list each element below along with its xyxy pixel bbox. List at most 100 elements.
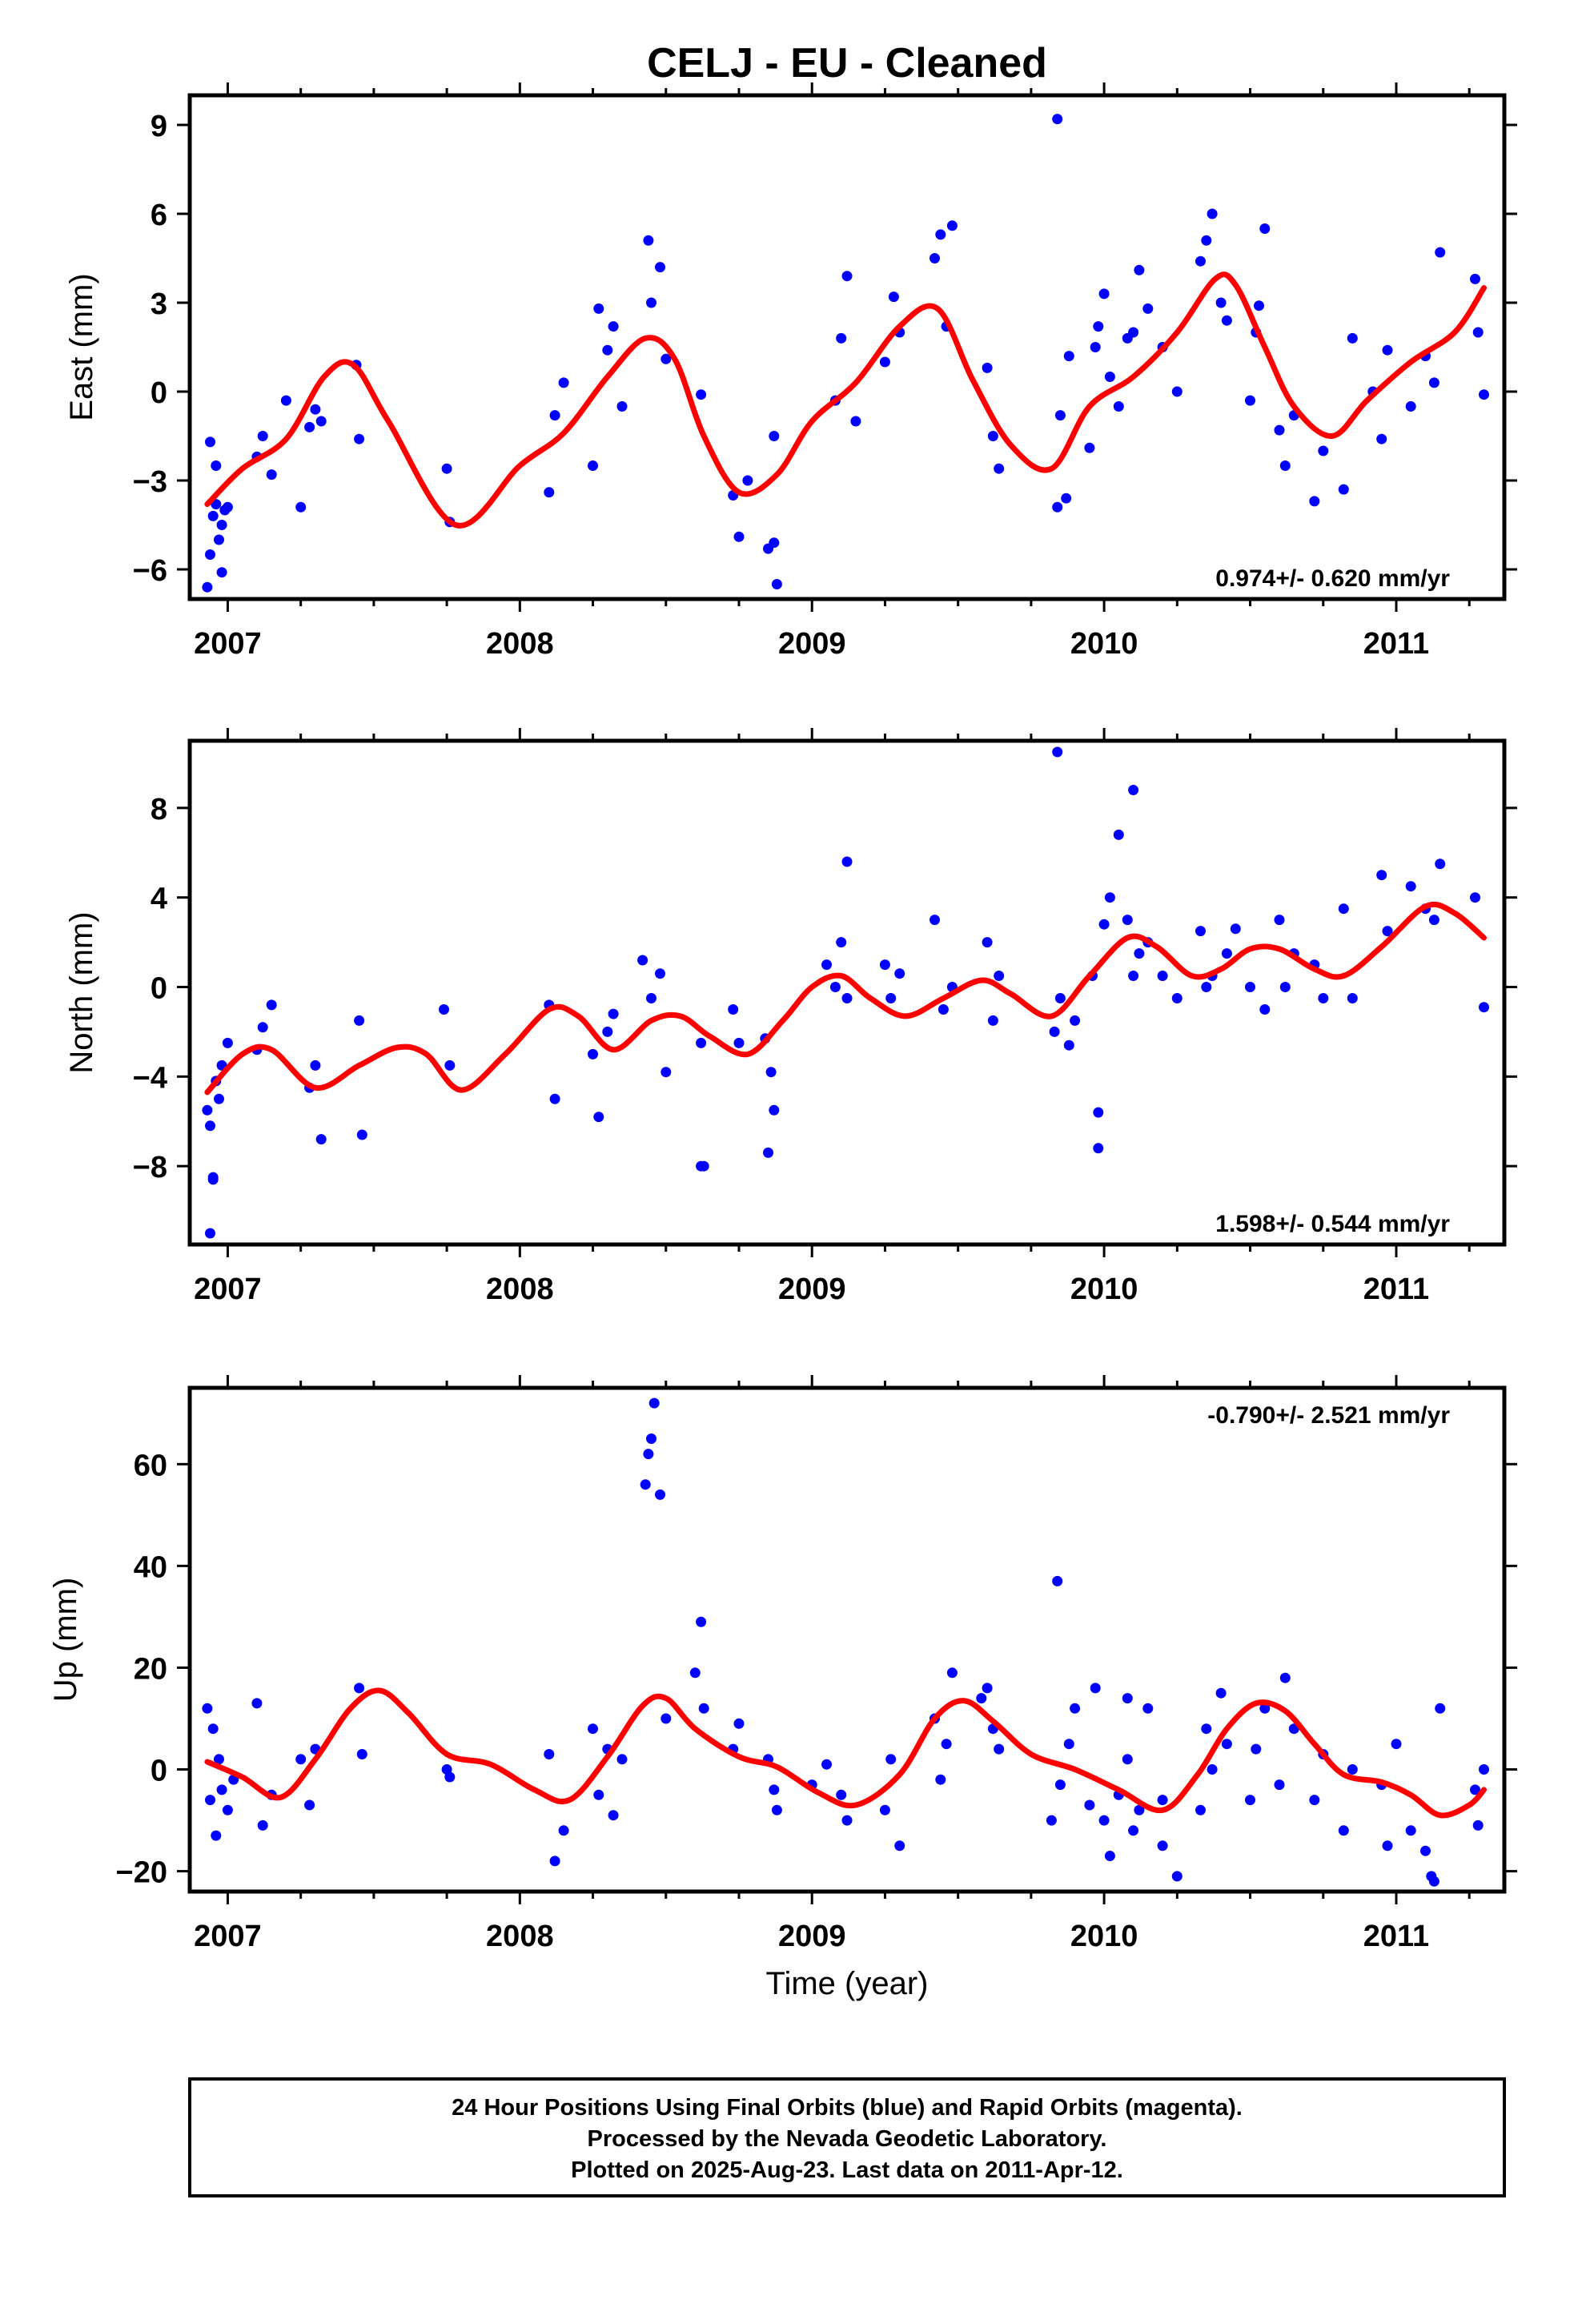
data-point	[1052, 1575, 1063, 1586]
data-point	[295, 501, 307, 513]
data-point	[616, 1754, 628, 1765]
data-point	[982, 362, 993, 373]
data-point	[821, 1759, 832, 1770]
data-point	[1338, 484, 1349, 495]
data-point	[1054, 410, 1066, 421]
data-point	[728, 1004, 739, 1015]
data-point	[1201, 1723, 1212, 1735]
data-point	[1259, 1004, 1271, 1015]
data-point	[696, 1616, 707, 1627]
data-point	[733, 1037, 745, 1048]
data-point	[637, 955, 648, 966]
data-point	[544, 487, 555, 498]
data-point	[879, 959, 890, 971]
data-point	[696, 389, 707, 400]
data-point	[205, 1228, 215, 1239]
data-point	[205, 1795, 215, 1806]
data-point	[1274, 915, 1285, 926]
data-point	[930, 915, 940, 926]
data-point	[1391, 1739, 1402, 1750]
data-point	[987, 1015, 998, 1026]
data-point	[1435, 1703, 1446, 1714]
data-point	[1274, 424, 1285, 436]
data-point	[214, 1754, 224, 1765]
data-point	[310, 1059, 321, 1071]
data-point	[1134, 948, 1145, 959]
data-point	[769, 431, 780, 441]
data-point	[1122, 1754, 1133, 1765]
x-tick-label: 2007	[194, 627, 262, 661]
data-point	[593, 303, 604, 314]
y-tick-label: 60	[134, 1449, 167, 1482]
data-point	[1470, 1784, 1480, 1795]
rate-label: 1.598+/- 0.544 mm/yr	[1215, 1211, 1450, 1237]
data-point	[222, 501, 233, 513]
data-point	[742, 475, 753, 486]
fit-line	[204, 901, 1487, 1096]
data-point	[935, 1774, 946, 1785]
data-point	[885, 1754, 897, 1765]
x-tick-label: 2008	[486, 627, 554, 661]
data-point	[354, 1015, 365, 1026]
y-axis-label: Up (mm)	[48, 1578, 83, 1703]
rate-label: -0.790+/- 2.521 mm/yr	[1207, 1402, 1450, 1429]
data-point	[655, 1489, 665, 1500]
data-point	[354, 1683, 365, 1694]
data-point	[836, 1789, 847, 1800]
data-point	[616, 401, 628, 412]
data-point	[1279, 1672, 1291, 1683]
y-tick-label: 8	[151, 793, 167, 826]
data-point	[841, 271, 853, 282]
data-point	[1090, 1683, 1101, 1694]
data-point	[1405, 1825, 1416, 1836]
data-point	[593, 1789, 604, 1800]
data-point	[216, 567, 227, 578]
data-point	[1201, 235, 1212, 246]
y-axis-label: East (mm)	[64, 273, 99, 420]
data-point	[1215, 297, 1227, 308]
data-point	[1259, 1703, 1271, 1714]
y-tick-label: 0	[151, 972, 167, 1006]
data-point	[588, 460, 598, 471]
data-point	[1134, 1804, 1145, 1815]
data-point	[646, 297, 656, 308]
data-point	[544, 1749, 555, 1759]
data-point	[207, 1723, 219, 1735]
data-point	[1084, 1799, 1095, 1811]
data-point	[885, 993, 897, 1003]
data-point	[1195, 255, 1206, 267]
data-point	[1061, 493, 1072, 504]
data-point	[205, 436, 215, 448]
data-point	[1338, 1825, 1349, 1836]
data-point	[214, 534, 224, 545]
plot-area-up	[202, 1397, 1489, 1887]
data-point	[836, 332, 847, 344]
data-point	[1207, 208, 1218, 219]
y-tick-label: 0	[151, 376, 167, 410]
data-point	[769, 1104, 780, 1116]
data-point	[1049, 1026, 1060, 1037]
data-point	[1046, 1815, 1057, 1826]
data-point	[938, 1004, 949, 1015]
data-point	[982, 1683, 993, 1694]
data-point	[1382, 1840, 1393, 1852]
data-point	[1054, 1779, 1066, 1791]
data-point	[643, 1449, 654, 1460]
data-point	[1063, 1039, 1074, 1051]
data-point	[211, 460, 222, 471]
data-point	[696, 1037, 707, 1048]
data-point	[769, 537, 780, 549]
x-tick-label: 2009	[778, 1273, 846, 1306]
data-point	[1134, 264, 1145, 275]
data-point	[1318, 993, 1329, 1003]
x-tick-label: 2007	[194, 1273, 262, 1306]
data-point	[771, 1804, 782, 1815]
data-point	[1426, 1871, 1437, 1882]
data-point	[1070, 1703, 1081, 1714]
data-point	[850, 416, 861, 427]
data-point	[696, 1160, 707, 1172]
x-tick-label: 2008	[486, 1920, 554, 1953]
data-point	[266, 999, 277, 1011]
